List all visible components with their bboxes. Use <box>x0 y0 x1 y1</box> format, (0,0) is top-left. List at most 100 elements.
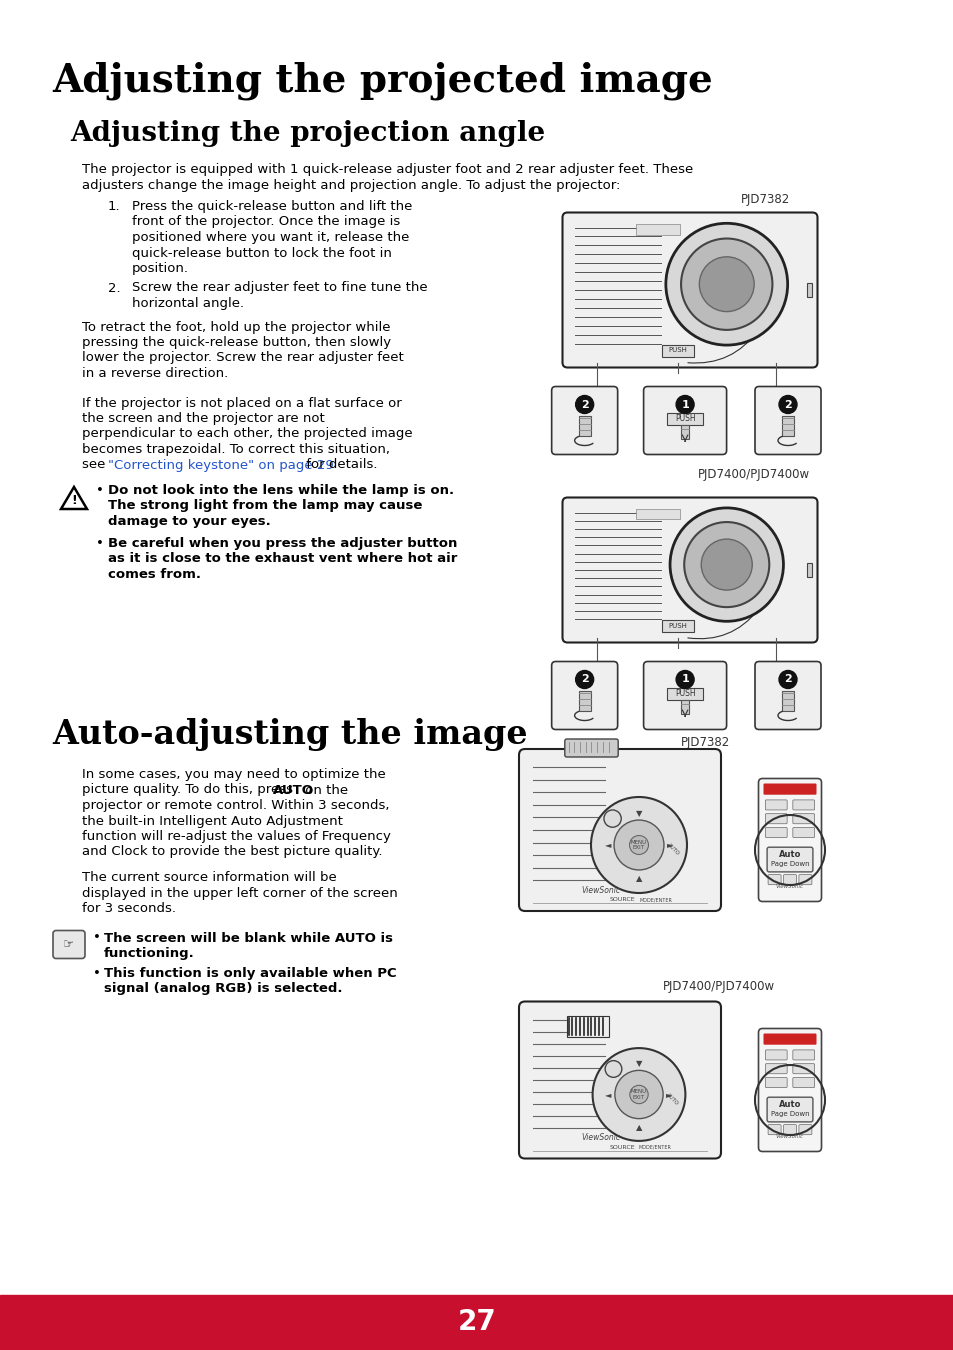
FancyBboxPatch shape <box>564 738 618 757</box>
FancyBboxPatch shape <box>792 801 814 810</box>
Bar <box>806 284 812 297</box>
Text: ▼: ▼ <box>635 809 641 818</box>
Text: projector or remote control. Within 3 seconds,: projector or remote control. Within 3 se… <box>82 799 389 811</box>
Bar <box>781 416 793 436</box>
Text: MODE/ENTER: MODE/ENTER <box>639 1145 671 1150</box>
Text: PUSH: PUSH <box>668 622 686 629</box>
FancyBboxPatch shape <box>562 212 817 367</box>
Text: ViewSonic: ViewSonic <box>775 884 803 890</box>
FancyBboxPatch shape <box>754 386 821 455</box>
Text: •: • <box>96 536 104 549</box>
Text: MODE/ENTER: MODE/ENTER <box>639 896 672 902</box>
Text: perpendicular to each other, the projected image: perpendicular to each other, the project… <box>82 428 413 440</box>
Text: horizontal angle.: horizontal angle. <box>132 297 244 310</box>
FancyBboxPatch shape <box>754 662 821 729</box>
Text: The screen will be blank while AUTO is: The screen will be blank while AUTO is <box>104 931 393 945</box>
Text: !: ! <box>71 494 77 508</box>
Text: pressing the quick-release button, then slowly: pressing the quick-release button, then … <box>82 336 391 350</box>
FancyBboxPatch shape <box>792 814 814 824</box>
Text: "Correcting keystone" on page 29: "Correcting keystone" on page 29 <box>108 459 334 471</box>
Text: PJD7400/PJD7400w: PJD7400/PJD7400w <box>698 468 809 481</box>
Text: The strong light from the lamp may cause: The strong light from the lamp may cause <box>108 500 422 513</box>
FancyBboxPatch shape <box>782 1125 796 1135</box>
Text: Adjusting the projected image: Adjusting the projected image <box>52 62 712 100</box>
FancyBboxPatch shape <box>792 1064 814 1073</box>
Text: Auto: Auto <box>778 850 801 860</box>
Text: The current source information will be: The current source information will be <box>82 871 336 884</box>
Text: 1.: 1. <box>108 200 120 213</box>
Text: in a reverse direction.: in a reverse direction. <box>82 367 228 379</box>
Text: and Clock to provide the best picture quality.: and Clock to provide the best picture qu… <box>82 845 382 859</box>
Circle shape <box>676 671 694 689</box>
Text: ▲: ▲ <box>635 873 641 883</box>
FancyBboxPatch shape <box>764 828 786 837</box>
Text: ►: ► <box>666 841 673 849</box>
Circle shape <box>604 1061 621 1077</box>
Circle shape <box>779 396 796 413</box>
Text: SOURCE: SOURCE <box>609 1145 635 1150</box>
Text: 2: 2 <box>580 675 588 684</box>
Bar <box>806 563 812 576</box>
Bar <box>661 620 693 632</box>
Text: damage to your eyes.: damage to your eyes. <box>108 514 271 528</box>
Text: PJD7382: PJD7382 <box>680 736 729 749</box>
Text: SOURCE: SOURCE <box>609 896 635 902</box>
Circle shape <box>592 1048 684 1141</box>
Text: lower the projector. Screw the rear adjuster feet: lower the projector. Screw the rear adju… <box>82 351 403 364</box>
Text: If the projector is not placed on a flat surface or: If the projector is not placed on a flat… <box>82 397 401 409</box>
Bar <box>666 413 702 424</box>
FancyBboxPatch shape <box>798 1125 811 1135</box>
Text: ◄: ◄ <box>604 841 611 849</box>
Text: for details.: for details. <box>302 459 377 471</box>
Text: MENU
EXIT: MENU EXIT <box>630 840 646 850</box>
Bar <box>636 509 679 520</box>
Text: Do not look into the lens while the lamp is on.: Do not look into the lens while the lamp… <box>108 485 454 497</box>
Text: In some cases, you may need to optimize the: In some cases, you may need to optimize … <box>82 768 385 782</box>
Circle shape <box>629 836 648 855</box>
FancyBboxPatch shape <box>764 1050 786 1060</box>
Circle shape <box>779 671 796 689</box>
Circle shape <box>614 819 663 869</box>
Text: picture quality. To do this, press: picture quality. To do this, press <box>82 783 297 796</box>
Text: Auto-adjusting the image: Auto-adjusting the image <box>52 718 527 751</box>
FancyBboxPatch shape <box>792 1050 814 1060</box>
FancyBboxPatch shape <box>518 1002 720 1158</box>
Text: PUSH: PUSH <box>674 688 695 698</box>
Text: front of the projector. Once the image is: front of the projector. Once the image i… <box>132 216 400 228</box>
Bar <box>578 416 590 436</box>
Circle shape <box>665 223 787 346</box>
Text: see: see <box>82 459 110 471</box>
Circle shape <box>575 396 593 413</box>
Text: position.: position. <box>132 262 189 275</box>
FancyBboxPatch shape <box>762 1034 816 1045</box>
Text: PJD7400/PJD7400w: PJD7400/PJD7400w <box>662 980 774 994</box>
FancyBboxPatch shape <box>766 848 812 872</box>
Text: ▲: ▲ <box>635 1123 641 1131</box>
Text: 1: 1 <box>680 400 688 409</box>
Text: comes from.: comes from. <box>108 567 201 580</box>
Text: functioning.: functioning. <box>104 946 194 960</box>
FancyBboxPatch shape <box>758 779 821 902</box>
Bar <box>661 344 693 356</box>
FancyBboxPatch shape <box>762 783 816 795</box>
Circle shape <box>680 239 772 329</box>
FancyBboxPatch shape <box>792 1077 814 1088</box>
Bar <box>781 690 793 710</box>
Text: Auto: Auto <box>778 1100 801 1110</box>
FancyBboxPatch shape <box>518 749 720 911</box>
FancyBboxPatch shape <box>764 814 786 824</box>
FancyBboxPatch shape <box>798 875 811 884</box>
Text: •: • <box>92 931 101 945</box>
Text: Press the quick-release button and lift the: Press the quick-release button and lift … <box>132 200 412 213</box>
Text: This function is only available when PC: This function is only available when PC <box>104 967 396 980</box>
Text: Screw the rear adjuster feet to fine tune the: Screw the rear adjuster feet to fine tun… <box>132 282 427 294</box>
Bar <box>566 1015 608 1037</box>
Text: ☞: ☞ <box>63 938 74 950</box>
Text: function will re-adjust the values of Frequency: function will re-adjust the values of Fr… <box>82 830 391 842</box>
Circle shape <box>699 256 754 312</box>
Text: ViewSonic: ViewSonic <box>775 1134 803 1139</box>
Text: ◄: ◄ <box>605 1089 611 1099</box>
FancyBboxPatch shape <box>551 386 617 455</box>
Text: ViewSonic: ViewSonic <box>580 886 619 895</box>
Bar <box>0 1295 953 1350</box>
